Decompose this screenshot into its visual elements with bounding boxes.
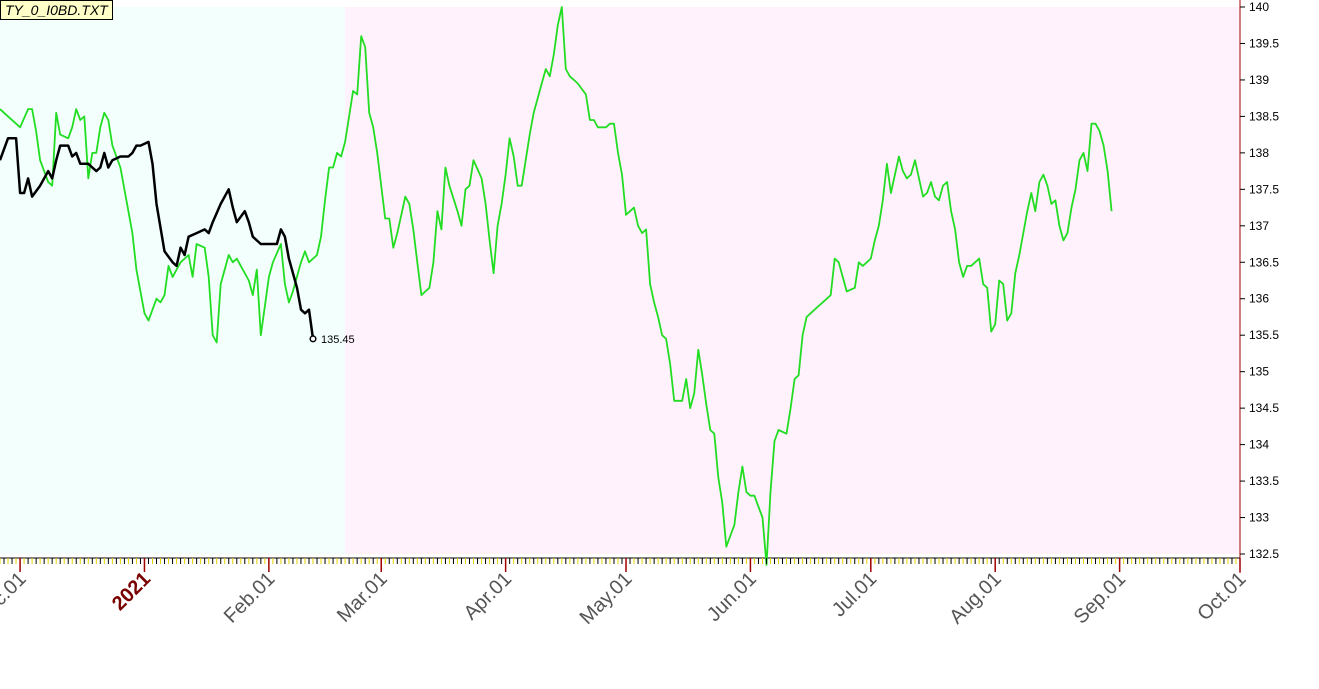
last-value-label: 135.45 (321, 334, 355, 346)
y-tick-label: 137.5 (1249, 182, 1279, 196)
y-axis: 140 139.5 139 138.5 138 137.5 137 136.5 136 135.5… (1240, 0, 1279, 561)
y-tick-label: 133 (1249, 511, 1269, 525)
x-tick-label: Oct.01 (1193, 568, 1250, 625)
y-tick-label: 139.5 (1249, 36, 1279, 50)
x-tick-label: Jun.01 (703, 568, 761, 626)
y-tick-label: 136.5 (1249, 255, 1279, 269)
x-tick-label: Jul.01 (828, 568, 881, 621)
chart-frame (0, 0, 1241, 573)
y-tick-label: 135 (1249, 365, 1269, 379)
series-line-1 (0, 6, 1113, 566)
region-history (0, 7, 346, 554)
x-tick-label: Aug.01 (945, 568, 1005, 628)
y-tick-label: 138 (1249, 146, 1269, 160)
y-tick-label: 132.5 (1249, 547, 1279, 561)
chart-title[interactable]: TY_0_I0BD.TXT (0, 0, 113, 20)
x-tick-label: Dec.01 (0, 568, 31, 628)
x-tick-label: 2021 (108, 568, 155, 615)
y-tick-label: 140 (1249, 0, 1269, 14)
y-tick-label: 138.5 (1249, 109, 1279, 123)
y-tick-label: 135.5 (1249, 328, 1279, 342)
x-tick-label: Apr.01 (460, 568, 516, 624)
x-tick-label: Sep.01 (1070, 568, 1130, 628)
x-tick-label: May.01 (576, 568, 637, 629)
x-tick-label: Mar.01 (333, 568, 392, 627)
last-value-dot (309, 335, 317, 343)
x-axis: Dec.01 2021 Feb.01 Mar.01 Apr.01 May.01 Jun.01… (0, 558, 1251, 629)
y-tick-label: 133.5 (1249, 474, 1279, 488)
series-layer (0, 6, 1113, 566)
y-tick-label: 139 (1249, 73, 1269, 87)
series-line-0 (0, 137, 315, 339)
y-tick-label: 137 (1249, 219, 1269, 233)
x-tick-label: Feb.01 (220, 568, 280, 628)
y-tick-label: 134 (1249, 438, 1269, 452)
chart-regions (0, 7, 1240, 554)
y-tick-label: 134.5 (1249, 401, 1279, 415)
y-tick-label: 136 (1249, 292, 1269, 306)
last-value-marker: 135.45 (309, 334, 355, 346)
region-projection (345, 7, 1240, 554)
